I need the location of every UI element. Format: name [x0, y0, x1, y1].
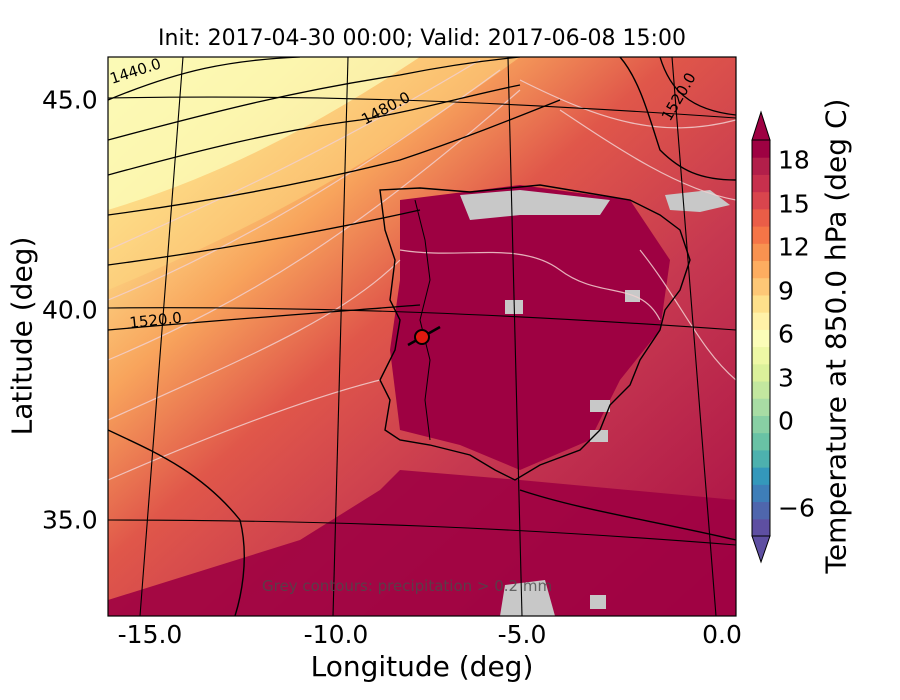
colorbar-segment	[752, 415, 770, 434]
coastline	[108, 57, 736, 616]
x-tick-label: -15.0	[117, 620, 183, 649]
colorbar-segment	[752, 398, 770, 416]
location-marker	[414, 329, 430, 345]
colorbar-segment	[752, 518, 770, 537]
y-axis-label: Latitude (deg)	[5, 236, 39, 436]
plot-frame	[107, 56, 737, 617]
annotation-text: Grey contours: precipitation > 0.2 mm	[262, 577, 553, 595]
colorbar-segment	[752, 294, 770, 313]
colorbar-segment	[752, 346, 770, 365]
y-tick-label: 35.0	[42, 505, 98, 535]
colorbar-segment	[752, 484, 770, 503]
colorbar-tick-label: −6	[778, 493, 815, 523]
colorbar-segment	[752, 467, 770, 485]
country-border	[414, 199, 431, 441]
colorbar-label: Temperature at 850.0 hPa (deg C)	[819, 98, 853, 574]
precip-blob	[460, 190, 610, 220]
x-tick-label: -10.0	[303, 620, 369, 649]
colorbar-segment	[752, 243, 770, 262]
colorbar-tick-label: 3	[778, 363, 794, 393]
temperature-contours	[108, 59, 736, 481]
contour-label: 1520.0	[129, 309, 183, 332]
colorbar-segment	[752, 363, 770, 382]
colorbar-segment	[752, 449, 770, 468]
colorbar-tick-label: 9	[778, 276, 794, 306]
x-tick-label: 0.0	[702, 620, 742, 649]
y-tick-label: 40.0	[42, 295, 98, 325]
x-tick-label: -5.0	[497, 620, 547, 649]
colorbar-tick-label: 12	[778, 232, 810, 262]
colorbar-tick-label: 15	[778, 189, 810, 219]
colorbar-extend-min	[751, 535, 771, 564]
colorbar-frame	[751, 139, 771, 537]
colorbar-segment	[752, 277, 770, 296]
colorbar-tick-label: 0	[778, 406, 794, 436]
colorbar-segment	[752, 174, 770, 193]
colorbar-segment	[752, 312, 770, 330]
colorbar-segment	[752, 260, 770, 279]
x-axis-label: Longitude (deg)	[310, 650, 534, 683]
colorbar-segment	[752, 157, 770, 175]
colorbar-segment	[752, 381, 770, 399]
graticule	[108, 57, 736, 616]
colorbar-segment	[752, 226, 770, 244]
colorbar-segment	[752, 501, 770, 520]
colorbar-segment	[752, 140, 770, 158]
colorbar-segment	[752, 208, 770, 227]
height-contours	[108, 57, 736, 331]
map-area: 1440.0 1480.0 1520.0 1520.0	[108, 57, 736, 616]
colorbar-segment	[752, 329, 770, 348]
colorbar-extend-max	[751, 110, 771, 141]
colorbar-segment	[752, 191, 770, 210]
y-tick-label: 45.0	[42, 85, 98, 115]
colorbar-segment	[752, 432, 770, 451]
plot-title: Init: 2017-04-30 00:00; Valid: 2017-06-0…	[158, 26, 686, 51]
colorbar	[752, 140, 770, 537]
iberia-hot-region	[390, 185, 670, 470]
colorbar-tick-label: 6	[778, 319, 794, 349]
colorbar-tick-label: 18	[778, 145, 810, 175]
